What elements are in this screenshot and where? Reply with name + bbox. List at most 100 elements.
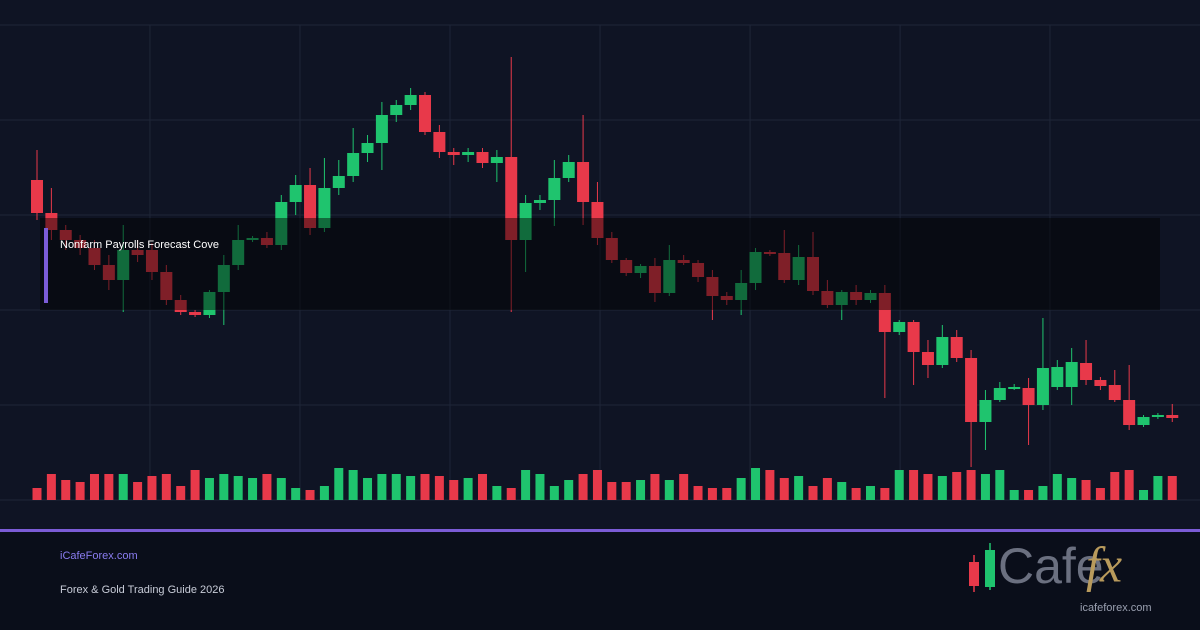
candle-body [102,265,115,280]
candle-body [950,337,963,358]
candle-body [203,292,216,315]
logo-text: Cafe [998,538,1104,594]
volume-bar [592,470,602,500]
volume-bar [363,478,373,500]
footer-background [0,533,1200,630]
candle-body [835,292,848,305]
candle-body [31,180,44,213]
volume-bar [477,474,487,500]
volume-bar [463,478,473,500]
candle-body [117,250,130,280]
candle-body [1123,400,1136,425]
candle-body [347,153,360,176]
volume-bar [636,480,646,500]
volume-bar [564,480,574,500]
volume-bar [1067,478,1077,500]
candle-body [533,200,546,203]
candle-body [921,352,934,365]
candle-body [318,188,331,228]
candle-body [447,152,460,155]
volume-bar [837,482,847,500]
candle-body [59,230,72,240]
candle-body [878,293,891,332]
annotation-box [40,218,1160,310]
candle-body [692,263,705,277]
volume-bar [391,474,401,500]
candle-body [490,157,503,163]
volume-bar [32,488,42,500]
candle-body [778,253,791,280]
volume-bar [248,478,258,500]
volume-bar [1095,488,1105,500]
candle-body [763,252,776,254]
candle-body [965,358,978,422]
candle-body [74,240,87,248]
volume-bar [276,478,286,500]
volume-bar [434,476,444,500]
candle-body [562,162,575,178]
candle-body [993,388,1006,400]
candle-body [304,185,317,228]
candle-body [88,248,101,265]
volume-bar [650,474,660,500]
volume-bar [176,486,186,500]
volume-bar [865,486,875,500]
candle-body [419,95,432,132]
volume-bar [161,474,171,500]
candle-body [476,152,489,163]
volume-bar [894,470,904,500]
volume-bar [980,474,990,500]
volume-bar [621,482,631,500]
volume-bar [406,476,416,500]
candle-body [1080,363,1093,380]
volume-bar [722,488,732,500]
volume-bar [693,486,703,500]
volume-bar [1139,490,1149,500]
volume-bar [751,468,761,500]
candle-body [45,213,58,230]
volume-bar [822,478,832,500]
volume-bar [578,474,588,500]
volume-bar [1038,486,1048,500]
annotation-label: Nonfarm Payrolls Forecast Cove [60,239,219,251]
volume-bar [1081,480,1091,500]
volume-bar [1167,476,1177,500]
candle-body [821,291,834,305]
volume-bar [118,474,128,500]
candle-body [289,185,302,202]
annotation-marker [44,228,48,303]
candle-body [850,292,863,300]
volume-bar [334,468,344,500]
logo-url: icafeforex.com [1080,602,1152,614]
volume-bar [219,474,229,500]
candle-body [1108,385,1121,400]
candle-body [375,115,388,143]
volume-bar [492,486,502,500]
footer-subtitle: Forex & Gold Trading Guide 2026 [60,584,224,596]
volume-bar [736,478,746,500]
volume-bar [319,486,329,500]
candle-body [145,250,158,272]
volume-bar [133,482,143,500]
candle-body [1051,367,1064,387]
candle-body [433,132,446,152]
candle-body [706,277,719,296]
volume-bar [190,470,200,500]
candle-body [577,162,590,202]
candle-body [361,143,374,153]
site-name: iCafeForex.com [60,550,138,562]
logo-accent: fx [1086,536,1122,592]
volume-bar [104,474,114,500]
candle-body [591,202,604,238]
candle-body [605,238,618,260]
candle-body [936,337,949,365]
candle-body [620,260,633,273]
volume-bar [923,474,933,500]
candle-body [1065,362,1078,387]
candle-body [505,157,518,240]
candle-body [979,400,992,422]
volume-bar [1153,476,1163,500]
candle-body [260,238,273,245]
volume-bar [1124,470,1134,500]
candle-body [189,312,202,315]
